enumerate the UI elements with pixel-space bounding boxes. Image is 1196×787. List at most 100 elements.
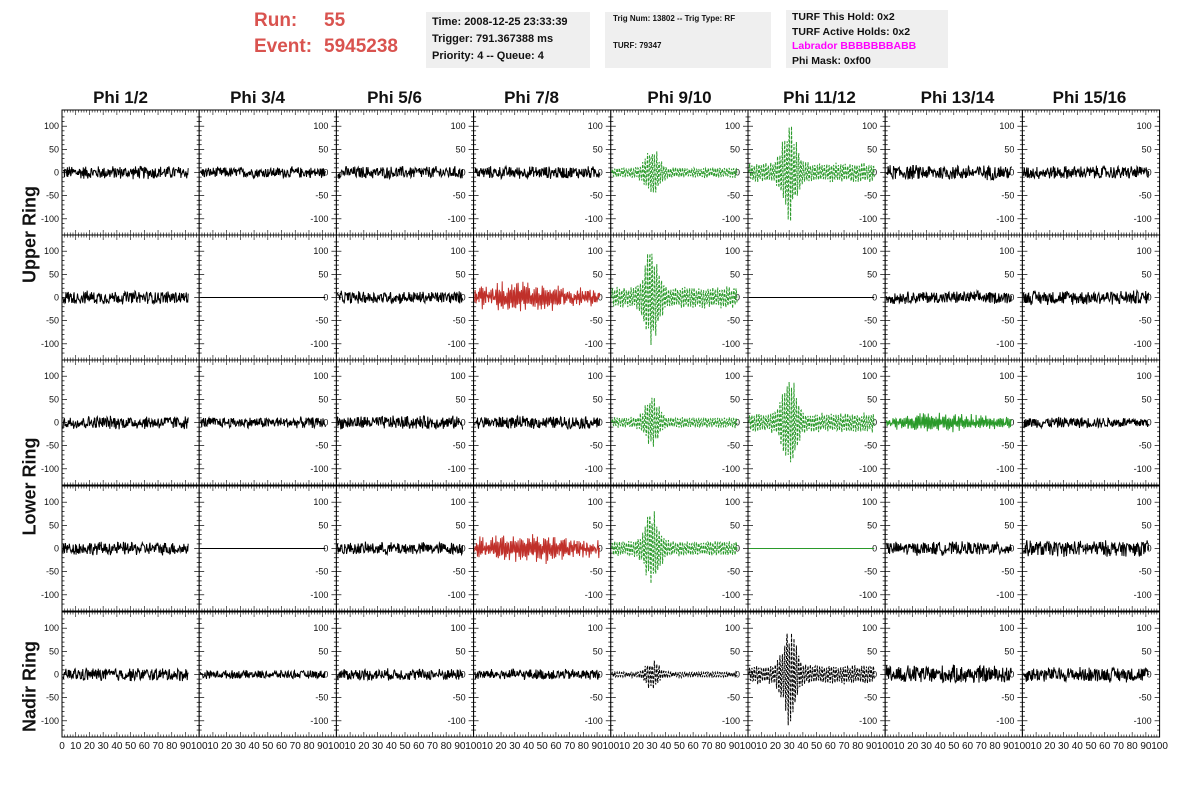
y-tick-label: 50 (730, 269, 740, 279)
y-tick-label: -50 (46, 316, 59, 326)
y-tick-label: 50 (49, 520, 59, 530)
y-tick-label: -50 (1139, 316, 1152, 326)
y-tick-label: -100 (310, 464, 328, 474)
y-tick-label: 100 (44, 121, 59, 131)
y-tick-label: -100 (996, 590, 1014, 600)
y-tick-label: 100 (725, 497, 740, 507)
y-tick-label: 100 (451, 371, 466, 381)
y-tick-label: -50 (864, 191, 877, 201)
y-tick-label: 50 (730, 394, 740, 404)
y-tick-label: 100 (451, 121, 466, 131)
y-tick-label: 100 (725, 246, 740, 256)
y-tick-label: 100 (862, 246, 877, 256)
y-tick-label: 50 (593, 520, 603, 530)
y-tick-label: 50 (49, 144, 59, 154)
y-tick-label: -100 (722, 590, 740, 600)
y-tick-label: -50 (864, 441, 877, 451)
y-tick-label: 50 (1004, 269, 1014, 279)
y-tick-label: -50 (864, 316, 877, 326)
y-tick-label: -100 (585, 590, 603, 600)
y-tick-label: 50 (593, 394, 603, 404)
y-tick-label: 50 (318, 520, 328, 530)
y-tick-label: -100 (585, 214, 603, 224)
y-tick-label: -100 (41, 464, 59, 474)
y-tick-label: 100 (725, 371, 740, 381)
y-tick-label: 50 (49, 394, 59, 404)
y-tick-label: -100 (310, 214, 328, 224)
y-tick-label: 100 (862, 121, 877, 131)
y-tick-label: -100 (722, 464, 740, 474)
y-tick-label: -100 (448, 214, 466, 224)
y-tick-label: -50 (1001, 567, 1014, 577)
y-tick-label: 50 (456, 269, 466, 279)
y-tick-label: -100 (722, 214, 740, 224)
y-tick-label: -100 (448, 464, 466, 474)
y-tick-label: -50 (453, 191, 466, 201)
y-tick-label: 50 (593, 269, 603, 279)
y-tick-label: -100 (996, 339, 1014, 349)
y-tick-label: 100 (313, 121, 328, 131)
y-tick-label: 100 (44, 497, 59, 507)
y-tick-label: 50 (1142, 394, 1152, 404)
y-tick-label: -50 (590, 191, 603, 201)
y-tick-label: -50 (727, 191, 740, 201)
y-tick-label: 50 (867, 144, 877, 154)
y-tick-label: 100 (1137, 371, 1152, 381)
y-tick-label: -50 (1001, 441, 1014, 451)
y-tick-label: 100 (999, 371, 1014, 381)
y-tick-label: 0 (54, 544, 59, 554)
y-tick-label: 50 (318, 144, 328, 154)
y-tick-label: -50 (727, 567, 740, 577)
y-tick-label: 0 (54, 168, 59, 178)
y-tick-label: -100 (41, 590, 59, 600)
y-tick-label: -50 (453, 567, 466, 577)
y-tick-label: 100 (451, 497, 466, 507)
y-tick-label: 50 (456, 144, 466, 154)
y-tick-label: 50 (867, 269, 877, 279)
y-tick-label: 50 (456, 520, 466, 530)
y-tick-label: 50 (1004, 520, 1014, 530)
y-tick-label: 100 (588, 121, 603, 131)
y-tick-label: -100 (310, 590, 328, 600)
y-tick-label: -100 (1134, 464, 1152, 474)
y-tick-label: -50 (1139, 191, 1152, 201)
y-tick-label: -100 (448, 590, 466, 600)
y-tick-label: 50 (593, 144, 603, 154)
y-tick-label: -50 (590, 316, 603, 326)
y-tick-label: 50 (867, 520, 877, 530)
y-tick-label: 50 (867, 394, 877, 404)
y-tick-label: 50 (49, 269, 59, 279)
y-tick-label: -50 (315, 567, 328, 577)
y-tick-label: 50 (730, 520, 740, 530)
y-tick-label: -100 (585, 339, 603, 349)
y-tick-label: -50 (453, 316, 466, 326)
y-tick-label: -100 (585, 464, 603, 474)
y-tick-label: -50 (1001, 191, 1014, 201)
y-tick-label: 0 (54, 418, 59, 428)
y-tick-label: 50 (1142, 269, 1152, 279)
y-tick-label: -100 (1134, 339, 1152, 349)
y-tick-label: 100 (588, 246, 603, 256)
y-tick-label: -100 (859, 214, 877, 224)
y-tick-label: 50 (318, 269, 328, 279)
y-tick-label: -100 (448, 339, 466, 349)
